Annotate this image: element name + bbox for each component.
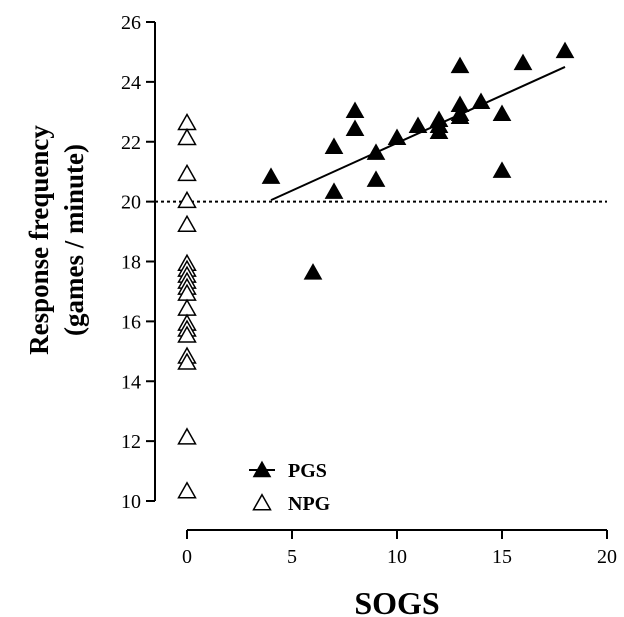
y-axis-title: Response frequency (games / minute): [24, 125, 89, 355]
x-tick-label: 20: [597, 546, 617, 568]
pgs-point: [324, 182, 344, 199]
pgs-point: [555, 41, 575, 59]
x-tick-label: 0: [182, 546, 192, 568]
pgs-point: [429, 122, 449, 139]
y-tick-label: 24: [121, 72, 141, 94]
x-axis-title: SOGS: [354, 585, 439, 617]
npg-point: [177, 163, 197, 182]
npg-point: [177, 214, 197, 233]
y-tick-label: 22: [121, 132, 141, 154]
pgs-point: [450, 107, 470, 124]
npg-point: [177, 481, 197, 499]
npg-point: [177, 325, 197, 343]
legend-npg-marker: [252, 493, 272, 511]
npg-point: [177, 112, 197, 131]
pgs-point: [513, 53, 533, 71]
y-tick-label: 10: [121, 491, 141, 513]
pgs-fit-line: [270, 65, 566, 202]
y-tick-label: 16: [121, 311, 141, 333]
pgs-point: [387, 128, 407, 145]
y-tick-label: 26: [121, 12, 141, 34]
legend-npg-label: NPG: [288, 493, 331, 515]
pgs-point: [366, 143, 386, 160]
pgs-point: [303, 263, 323, 280]
npg-point: [177, 190, 197, 209]
y-tick-label: 14: [121, 371, 141, 393]
y-tick-label: 18: [121, 252, 141, 274]
pgs-point: [345, 101, 365, 119]
pgs-point: [324, 137, 344, 154]
y-axis-title-line1: Response frequency: [24, 125, 54, 355]
y-tick-label: 20: [121, 192, 141, 214]
pgs-point: [450, 56, 470, 74]
pgs-point: [492, 104, 512, 122]
legend-pgs-marker: [252, 460, 272, 478]
legend-pgs-label: PGS: [288, 460, 327, 482]
npg-point: [177, 298, 197, 316]
y-tick-label: 12: [121, 431, 141, 453]
pgs-point: [471, 92, 491, 110]
npg-point: [177, 427, 197, 445]
x-tick-label: 15: [492, 546, 512, 568]
pgs-point: [261, 167, 281, 184]
pgs-point: [408, 116, 428, 133]
pgs-point: [345, 119, 365, 136]
x-tick-label: 5: [287, 546, 297, 568]
x-tick-label: 10: [387, 546, 407, 568]
npg-point: [177, 352, 197, 370]
pgs-point: [366, 170, 386, 187]
npg-point: [177, 127, 197, 146]
y-axis-title-line2: (games / minute): [59, 144, 89, 336]
pgs-point: [492, 161, 512, 178]
